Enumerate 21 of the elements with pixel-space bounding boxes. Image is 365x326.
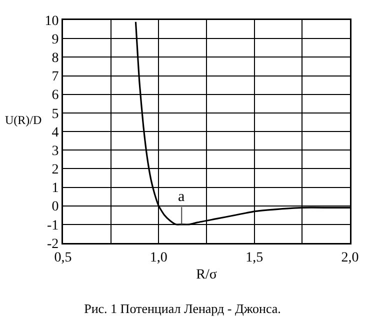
y-tick-label: 5 [52,106,59,122]
y-tick-label: -2 [47,236,59,252]
text: Рис. 1 Потенциал Ленард - Джонса. [84,300,281,316]
x-tick-label: 1,5 [246,250,264,266]
y-tick-label: 1 [52,181,59,196]
y-tick-label: 4 [52,125,59,140]
y-tick-label: 7 [52,70,59,85]
x-axis-title: R/σ [196,267,218,282]
y-tick-label: 9 [52,32,59,48]
y-tick-label: 3 [52,144,59,159]
annotation: a [178,189,185,205]
x-tick-label: 2,0 [341,250,359,266]
y-tick-label: 0 [52,200,59,215]
y-tick-label: 10 [44,14,59,29]
x-tick-label: 0,5 [54,250,72,266]
y-tick-label: 8 [52,51,59,66]
y-axis-title: U(R)/D [5,113,42,127]
y-tick-label: 2 [52,162,59,178]
x-tick-label: 1,0 [150,250,168,266]
y-tick-label: 6 [52,88,59,104]
y-tick-label: -1 [47,218,59,234]
